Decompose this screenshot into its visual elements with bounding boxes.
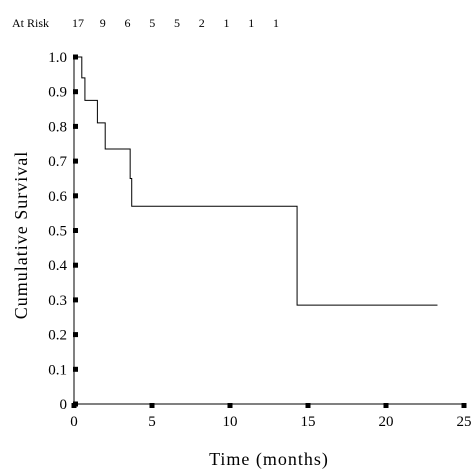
x-tick-label: 5 xyxy=(148,414,156,430)
y-tick-mark xyxy=(73,158,78,164)
y-tick-mark xyxy=(73,89,78,95)
x-axis: 0 5 10 15 20 25 xyxy=(70,403,472,430)
y-tick-label: 0.6 xyxy=(48,189,67,205)
x-tick-label: 15 xyxy=(301,414,316,430)
y-tick-label: 0.7 xyxy=(48,154,67,170)
x-tick-mark xyxy=(461,403,467,408)
y-tick-mark xyxy=(73,193,78,199)
y-tick-label: 0.1 xyxy=(48,362,67,378)
y-tick-mark xyxy=(73,332,78,338)
at-risk-count: 1 xyxy=(224,16,230,30)
y-tick-label: 0.9 xyxy=(48,85,67,101)
y-tick-mark xyxy=(73,123,78,129)
y-axis: 0 0.1 0.2 0.3 0.4 0.5 0.6 0.7 0.8 0.9 1.0 xyxy=(48,50,78,413)
survival-curve xyxy=(74,56,438,306)
at-risk-count: 5 xyxy=(149,16,155,30)
at-risk-count: 2 xyxy=(199,16,205,30)
y-tick-label: 0.5 xyxy=(48,224,67,240)
x-tick-mark xyxy=(227,403,233,408)
x-tick-label: 0 xyxy=(70,414,78,430)
at-risk-count: 1 xyxy=(248,16,254,30)
x-tick-mark xyxy=(305,403,311,408)
y-tick-label: 0.3 xyxy=(48,293,67,309)
at-risk-counts: 17 9 6 5 5 2 1 1 1 xyxy=(72,16,279,30)
x-tick-label: 10 xyxy=(223,414,238,430)
y-tick-label: 1.0 xyxy=(48,50,67,66)
x-tick-mark xyxy=(71,403,77,408)
x-tick-label: 25 xyxy=(457,414,472,430)
at-risk-count: 9 xyxy=(100,16,106,30)
y-axis-label: Cumulative Survival xyxy=(11,151,31,319)
x-axis-label: Time (months) xyxy=(209,449,329,470)
y-tick-label: 0.4 xyxy=(48,258,67,274)
at-risk-count: 1 xyxy=(273,16,279,30)
y-tick-label: 0 xyxy=(60,397,68,413)
at-risk-row: At Risk 17 9 6 5 5 2 1 1 1 xyxy=(12,16,279,30)
y-tick-mark xyxy=(73,297,78,303)
y-tick-mark xyxy=(73,262,78,268)
at-risk-label: At Risk xyxy=(12,16,49,30)
x-tick-mark xyxy=(383,403,389,408)
at-risk-count: 5 xyxy=(174,16,180,30)
y-tick-mark xyxy=(73,228,78,233)
y-tick-label: 0.8 xyxy=(48,119,67,135)
x-tick-mark xyxy=(149,403,155,408)
x-tick-label: 20 xyxy=(379,414,394,430)
at-risk-count: 6 xyxy=(125,16,131,30)
at-risk-count: 17 xyxy=(72,16,84,30)
y-tick-label: 0.2 xyxy=(48,328,67,344)
y-tick-mark xyxy=(73,366,78,372)
